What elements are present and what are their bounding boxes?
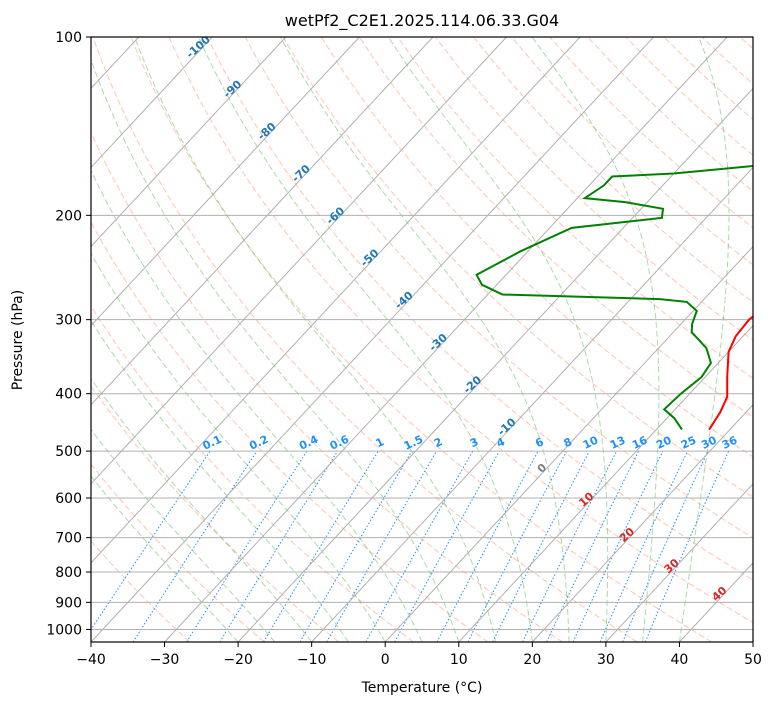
moist-adiabat bbox=[134, 37, 497, 642]
x-tick-label: −40 bbox=[76, 652, 106, 668]
isotherm bbox=[384, 245, 753, 642]
dewpoint-profile bbox=[475, 164, 753, 431]
dry-adiabat bbox=[91, 221, 489, 642]
moist-adiabat bbox=[387, 37, 609, 642]
chart-title: wetPf2_C2E1.2025.114.06.33.G04 bbox=[285, 11, 559, 31]
isotherm bbox=[91, 37, 581, 564]
dry-adiabat bbox=[320, 37, 753, 458]
y-tick-label: 700 bbox=[55, 531, 82, 547]
moist-adiabat bbox=[280, 37, 570, 642]
dry-adiabat bbox=[206, 37, 753, 581]
mixing-ratio-line bbox=[91, 450, 211, 631]
moist-adiabat bbox=[91, 252, 386, 642]
dry-adiabat bbox=[358, 37, 753, 418]
isotherm bbox=[91, 37, 360, 327]
mixing-ratio-line bbox=[546, 450, 640, 642]
x-axis: −40 −30 −20 −10 0 10 20 30 40 50 bbox=[76, 642, 762, 668]
mixing-ratio-label: 30 bbox=[699, 433, 719, 451]
dry-adiabat bbox=[130, 37, 713, 642]
mixing-ratio-label: 20 bbox=[654, 433, 674, 451]
isotherm bbox=[164, 37, 728, 642]
dry-adiabat bbox=[168, 37, 753, 624]
y-tick-label: 500 bbox=[55, 444, 82, 460]
profiles bbox=[475, 164, 753, 431]
mixing-ratio-line bbox=[186, 450, 308, 642]
y-axis-label: Pressure (hPa) bbox=[10, 290, 26, 390]
dry-adiabat bbox=[91, 131, 563, 642]
dry-adiabat bbox=[91, 385, 340, 642]
x-tick-label: 40 bbox=[671, 652, 689, 668]
moist-adiabat bbox=[91, 428, 276, 642]
plot-frame bbox=[90, 36, 754, 643]
mixing-ratio-line bbox=[467, 450, 568, 642]
isotherm bbox=[531, 403, 753, 642]
mixing-ratio-line bbox=[394, 450, 500, 642]
moist-adiabat bbox=[198, 37, 533, 642]
dry-adiabat bbox=[91, 463, 265, 642]
y-axis: 100 200 300 400 500 600 700 800 900 1000 bbox=[46, 30, 91, 638]
mixing-ratio-line bbox=[263, 450, 379, 642]
moist-adiabat bbox=[91, 475, 239, 642]
moist-adiabat bbox=[531, 37, 660, 642]
isotherm bbox=[91, 37, 655, 642]
isotherm bbox=[91, 37, 213, 169]
x-tick-label: −20 bbox=[223, 652, 253, 668]
x-axis-label: Temperature (°C) bbox=[361, 680, 483, 696]
isotherm bbox=[91, 37, 434, 406]
y-tick-label: 800 bbox=[55, 565, 82, 581]
isotherm bbox=[237, 87, 753, 642]
mixing-ratio-label: 16 bbox=[630, 433, 650, 451]
mixing-ratio-label: 36 bbox=[720, 433, 740, 451]
background-lines bbox=[91, 37, 753, 642]
isotherm bbox=[311, 166, 753, 642]
grid bbox=[91, 37, 753, 642]
x-tick-label: 50 bbox=[744, 652, 762, 668]
moist-adiabat bbox=[678, 37, 730, 642]
mixing-ratio-label: 25 bbox=[679, 434, 698, 452]
y-tick-label: 900 bbox=[55, 595, 82, 611]
mixing-ratio-line bbox=[599, 450, 688, 642]
y-tick-label: 1000 bbox=[46, 622, 82, 638]
mixing-ratio-line bbox=[572, 450, 664, 642]
mixing-ratio-line bbox=[492, 450, 590, 642]
moist-adiabat bbox=[91, 169, 423, 642]
moist-adiabat bbox=[91, 319, 349, 642]
x-tick-label: 20 bbox=[523, 652, 541, 668]
y-tick-label: 600 bbox=[55, 491, 82, 507]
mixing-ratio-line bbox=[219, 450, 339, 642]
x-tick-label: 0 bbox=[381, 652, 390, 668]
mixing-ratio-line bbox=[436, 450, 539, 642]
isotherm bbox=[605, 483, 753, 642]
temperature-profile bbox=[708, 315, 753, 431]
y-tick-label: 100 bbox=[55, 30, 82, 46]
y-tick-label: 200 bbox=[55, 208, 82, 224]
isotherm bbox=[458, 324, 753, 642]
y-tick-label: 300 bbox=[55, 313, 82, 329]
dry-adiabat bbox=[92, 37, 638, 642]
isotherm bbox=[91, 37, 287, 248]
x-tick-label: −10 bbox=[297, 652, 327, 668]
x-tick-label: 30 bbox=[597, 652, 615, 668]
x-tick-label: 10 bbox=[450, 652, 468, 668]
x-tick-label: −30 bbox=[150, 652, 180, 668]
mixing-ratio-line bbox=[622, 450, 709, 642]
mixing-ratio-label: 13 bbox=[608, 434, 627, 452]
isotherm bbox=[91, 37, 507, 485]
dry-adiabat bbox=[435, 37, 753, 341]
mixing-ratio-label: 10 bbox=[581, 433, 601, 451]
y-tick-label: 400 bbox=[55, 387, 82, 403]
mixing-ratio-line bbox=[365, 450, 474, 642]
dry-adiabat bbox=[473, 37, 753, 303]
moist-adiabat bbox=[91, 58, 460, 642]
